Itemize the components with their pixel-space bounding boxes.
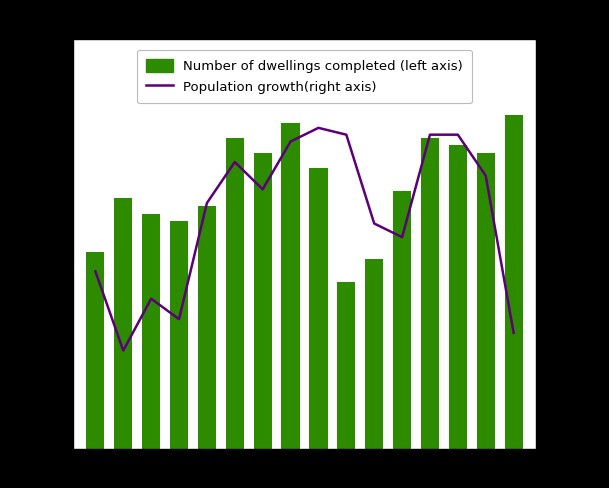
Bar xyxy=(226,138,244,449)
Bar xyxy=(449,145,467,449)
Bar xyxy=(337,282,356,449)
Bar xyxy=(114,199,132,449)
Bar xyxy=(142,214,160,449)
Legend: Number of dwellings completed (left axis), Population growth(right axis): Number of dwellings completed (left axis… xyxy=(137,50,472,103)
Bar xyxy=(365,259,383,449)
Bar xyxy=(393,191,411,449)
Bar xyxy=(170,221,188,449)
Bar xyxy=(86,252,105,449)
Bar xyxy=(281,122,300,449)
Bar xyxy=(309,168,328,449)
Bar xyxy=(477,153,495,449)
Bar xyxy=(421,138,439,449)
Bar xyxy=(253,153,272,449)
Bar xyxy=(504,115,523,449)
Bar xyxy=(198,206,216,449)
